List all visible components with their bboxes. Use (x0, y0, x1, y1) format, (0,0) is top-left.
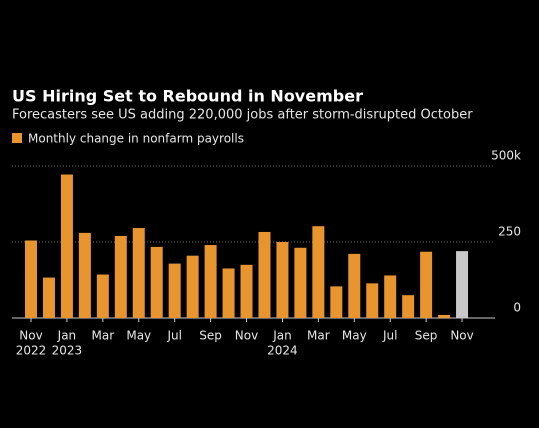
bar (402, 295, 415, 318)
y-tick-label: 250 (498, 225, 521, 239)
x-tick-label: Sep (199, 329, 222, 343)
x-year-label: 2022 (16, 344, 47, 358)
bar (294, 247, 307, 318)
bar (276, 242, 289, 318)
x-year-label: 2023 (52, 344, 83, 358)
x-tick-label: Jul (382, 329, 397, 343)
x-tick-label: Jan (272, 329, 292, 343)
bar (258, 231, 271, 318)
x-tick-label: Mar (92, 329, 115, 343)
bar (222, 268, 235, 318)
x-tick-label: May (126, 329, 151, 343)
bar (420, 251, 433, 318)
y-tick-label: 500k (491, 149, 521, 163)
bar (78, 232, 91, 318)
bar (60, 174, 73, 318)
x-year-label: 2024 (267, 344, 298, 358)
x-tick-label: Jul (166, 329, 181, 343)
x-tick-label: Mar (307, 329, 330, 343)
bar (204, 245, 217, 318)
legend-label: Monthly change in nonfarm payrolls (28, 132, 244, 146)
bar (150, 246, 163, 318)
bar (25, 240, 37, 318)
y-tick-label: 0 (513, 301, 521, 315)
x-tick-label: Sep (415, 329, 438, 343)
bar (312, 226, 325, 318)
bar (330, 286, 343, 318)
legend-swatch (12, 133, 22, 143)
chart-title: US Hiring Set to Rebound in November (12, 87, 363, 106)
bar (438, 314, 451, 318)
bar (186, 255, 199, 318)
x-tick-label: Nov (19, 329, 42, 343)
x-tick-label: May (342, 329, 367, 343)
x-tick-label: Jan (57, 329, 77, 343)
x-tick-label: Nov (450, 329, 473, 343)
bar (384, 275, 397, 318)
bar (348, 253, 361, 318)
x-tick-label: Nov (235, 329, 258, 343)
bar (132, 228, 145, 318)
bar (96, 274, 109, 318)
bar (366, 283, 379, 318)
bar (42, 277, 55, 318)
bar (168, 263, 181, 318)
chart-subtitle: Forecasters see US adding 220,000 jobs a… (12, 108, 473, 123)
bar (240, 264, 253, 318)
bar (456, 251, 469, 318)
bar (114, 235, 127, 318)
